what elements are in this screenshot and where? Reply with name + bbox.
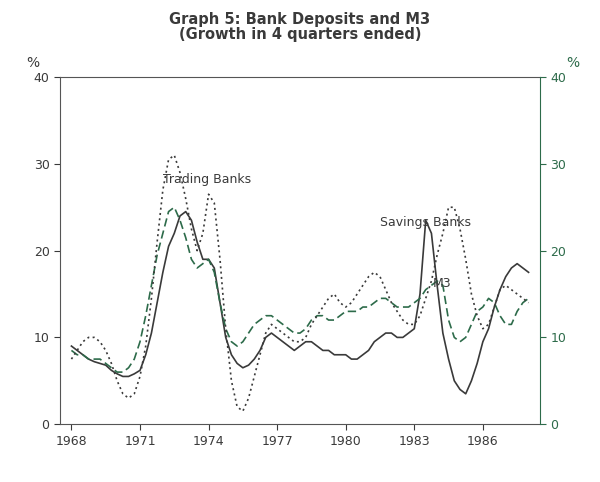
Text: Graph 5: Bank Deposits and M3: Graph 5: Bank Deposits and M3 (169, 12, 431, 27)
Text: %: % (566, 56, 580, 70)
Text: %: % (26, 56, 40, 70)
Text: (Growth in 4 quarters ended): (Growth in 4 quarters ended) (179, 27, 421, 41)
Text: Savings Banks: Savings Banks (380, 216, 471, 229)
Text: Trading Banks: Trading Banks (163, 173, 251, 186)
Text: M3: M3 (433, 277, 451, 290)
